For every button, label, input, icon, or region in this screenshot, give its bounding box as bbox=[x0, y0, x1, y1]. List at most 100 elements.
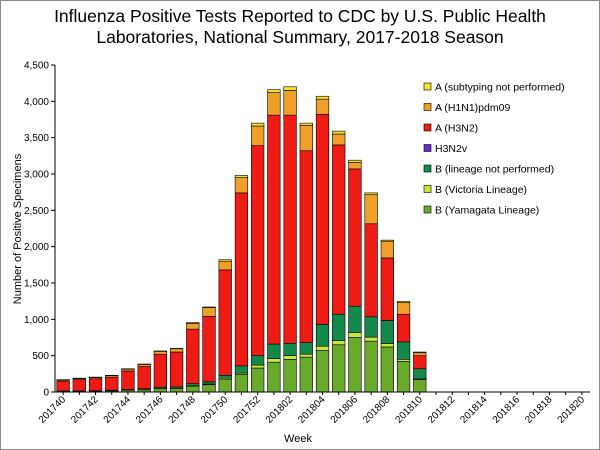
bar-segment bbox=[299, 342, 313, 355]
x-tick-label: 201818 bbox=[523, 394, 555, 426]
y-tick-label: 4,000 bbox=[24, 97, 49, 108]
x-tick-label: 201812 bbox=[426, 394, 458, 426]
bar-segment bbox=[105, 376, 119, 391]
bar-segment bbox=[413, 368, 427, 380]
bar-segment bbox=[56, 380, 70, 392]
bar-segment bbox=[137, 366, 151, 390]
bar-segment bbox=[348, 337, 362, 393]
bar-segment bbox=[380, 239, 394, 242]
legend: A (subtyping not performed) A (H1N1)pdm09… bbox=[423, 82, 565, 217]
bar-segment bbox=[251, 367, 265, 393]
bar-segment bbox=[88, 378, 103, 392]
bar-segment bbox=[137, 364, 151, 367]
x-tick-label: 201750 bbox=[199, 394, 231, 426]
bar-segment bbox=[169, 351, 184, 388]
y-axis-label: Number of Positive Specimens bbox=[12, 153, 24, 304]
bar-segment bbox=[364, 223, 378, 318]
bar-segment bbox=[202, 307, 216, 317]
bar-segment bbox=[348, 305, 362, 333]
bar-segment bbox=[299, 353, 313, 358]
y-tick-label: 0 bbox=[43, 388, 49, 399]
bar-segment bbox=[218, 260, 232, 271]
bar-segment bbox=[251, 125, 265, 146]
bar-segment bbox=[332, 130, 346, 135]
legend-swatch bbox=[423, 103, 432, 111]
bar-segment bbox=[218, 269, 232, 376]
legend-label: B (lineage not performed) bbox=[435, 164, 554, 176]
bar-segment bbox=[202, 381, 216, 385]
bar-segment bbox=[380, 346, 394, 393]
bar-segment bbox=[348, 162, 362, 170]
legend-label: A (subtyping not performed) bbox=[435, 82, 565, 94]
bar-segment bbox=[218, 259, 232, 262]
x-tick-label: 201744 bbox=[102, 394, 134, 426]
bar-segment bbox=[234, 175, 249, 178]
bar-segment bbox=[267, 358, 281, 363]
bar-segment bbox=[315, 114, 330, 325]
bar-segment bbox=[380, 320, 394, 344]
bar-segment bbox=[315, 345, 330, 351]
bar-segment bbox=[72, 379, 86, 392]
x-tick-label: 201740 bbox=[37, 394, 69, 426]
x-axis-label: Week bbox=[284, 433, 312, 445]
bar-segment bbox=[234, 192, 249, 367]
bar-segment bbox=[332, 133, 346, 146]
bar-segment bbox=[202, 306, 216, 309]
bar-segment bbox=[332, 313, 346, 341]
bar-segment bbox=[396, 301, 411, 303]
chart-title-line-1: Influenza Positive Tests Reported to CDC… bbox=[54, 6, 546, 26]
y-tick-label: 1,500 bbox=[24, 279, 49, 290]
x-tick-label: 201746 bbox=[134, 394, 166, 426]
bar-segment bbox=[380, 257, 394, 321]
bar-segment bbox=[169, 348, 184, 353]
bar-segment bbox=[364, 336, 378, 342]
bar-segment bbox=[251, 122, 265, 127]
chart-title-line-2: Laboratories, National Summary, 2017-201… bbox=[96, 27, 504, 47]
bar-segment bbox=[348, 332, 362, 338]
bar-segment bbox=[396, 302, 411, 315]
y-tick-label: 1,000 bbox=[24, 315, 49, 326]
bar-segment bbox=[396, 313, 411, 343]
legend-label: B (Victoria Lineage) bbox=[435, 184, 527, 196]
bar-segment bbox=[218, 379, 232, 393]
legend-label: B (Yamagata Lineage) bbox=[435, 205, 539, 217]
bar-segment bbox=[283, 358, 297, 393]
bar-segment bbox=[315, 350, 330, 393]
bar-segment bbox=[380, 343, 394, 348]
bar-segment bbox=[251, 145, 265, 356]
bar-segment bbox=[396, 361, 411, 393]
legend-swatch bbox=[423, 164, 432, 173]
bar-segment bbox=[267, 89, 281, 93]
legend-swatch bbox=[423, 144, 432, 152]
bar-segment bbox=[364, 316, 378, 338]
bar-segment bbox=[267, 361, 281, 393]
bar-segment bbox=[267, 114, 281, 345]
bar-segment bbox=[299, 122, 313, 126]
y-tick-label: 3,000 bbox=[24, 170, 49, 181]
x-tick-label: 201810 bbox=[394, 394, 426, 426]
bar-segment bbox=[364, 340, 378, 393]
legend-swatch bbox=[423, 123, 432, 132]
bar-segment bbox=[315, 98, 330, 115]
bar-segment bbox=[299, 150, 313, 343]
x-tick-label: 201742 bbox=[69, 394, 101, 426]
y-tick-label: 500 bbox=[32, 351, 49, 362]
bar-segment bbox=[186, 328, 200, 384]
bar-segment bbox=[218, 374, 232, 379]
x-tick-label: 201808 bbox=[361, 394, 393, 426]
legend-label: A (H1N1)pdm09 bbox=[435, 102, 510, 114]
legend-swatch bbox=[423, 185, 432, 193]
bar-segment bbox=[348, 159, 362, 163]
bar-segment bbox=[186, 385, 200, 393]
bar-segment bbox=[153, 353, 168, 388]
x-tick-label: 201820 bbox=[556, 394, 588, 426]
bar-segment bbox=[364, 192, 378, 196]
x-tick-label: 201816 bbox=[491, 394, 523, 426]
bar-segment bbox=[299, 356, 313, 393]
bar-segment bbox=[234, 374, 249, 393]
bar-segment bbox=[267, 92, 281, 116]
bar-segment bbox=[283, 86, 297, 91]
x-tick-label: 201806 bbox=[329, 394, 361, 426]
y-tick-label: 3,500 bbox=[24, 133, 49, 144]
